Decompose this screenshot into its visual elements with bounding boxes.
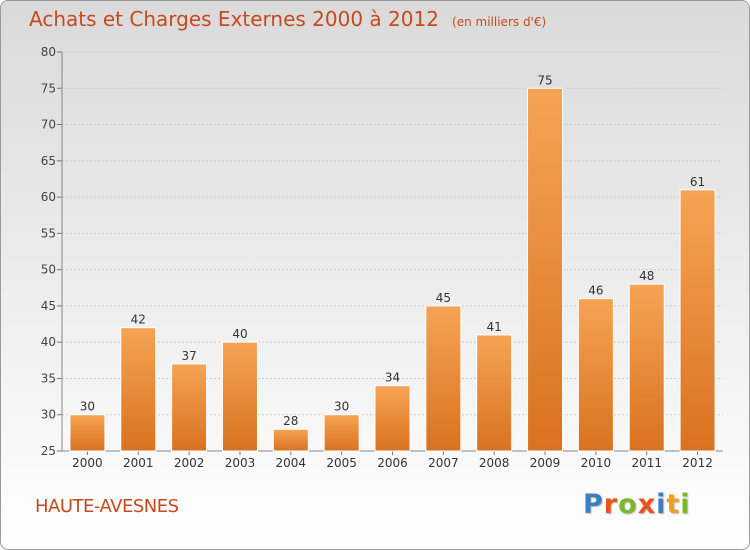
x-tick-label: 2002 <box>174 456 205 470</box>
bar <box>221 341 258 452</box>
logo-letter: t <box>666 489 681 520</box>
bars <box>69 87 716 452</box>
data-label: 34 <box>385 371 400 385</box>
y-tick-label: 30 <box>41 408 56 422</box>
bar <box>374 385 411 452</box>
bar <box>425 305 462 452</box>
bar <box>171 363 208 452</box>
data-label: 45 <box>436 291 451 305</box>
bar <box>69 414 106 452</box>
y-tick-label: 65 <box>41 154 56 168</box>
x-tick-label: 2006 <box>377 456 408 470</box>
data-label: 40 <box>232 327 247 341</box>
logo-letter: o <box>618 489 638 520</box>
y-tick-label: 40 <box>41 335 56 349</box>
data-label: 28 <box>283 414 298 428</box>
bar <box>476 334 513 452</box>
logo-letter: i <box>656 489 667 520</box>
bar <box>272 428 309 452</box>
x-tick-label: 2008 <box>479 456 510 470</box>
x-tick-label: 2009 <box>530 456 561 470</box>
y-tick-label: 75 <box>41 81 56 95</box>
data-label: 41 <box>487 320 502 334</box>
proxiti-logo[interactable]: Proxiti <box>583 489 691 520</box>
bar <box>679 189 716 452</box>
bar <box>577 298 614 452</box>
data-label: 30 <box>334 400 349 414</box>
x-tick-label: 2003 <box>225 456 256 470</box>
x-tick-label: 2000 <box>72 456 103 470</box>
data-label: 48 <box>639 269 654 283</box>
x-tick-label: 2010 <box>581 456 612 470</box>
location-name: HAUTE-AVESNES <box>35 496 179 517</box>
y-tick-label: 80 <box>41 45 56 59</box>
bar <box>527 87 564 452</box>
bar <box>323 414 360 452</box>
y-tick-label: 50 <box>41 263 56 277</box>
data-label: 37 <box>181 349 196 363</box>
logo-letter: i <box>680 489 691 520</box>
y-tick-label: 45 <box>41 299 56 313</box>
x-tick-label: 2001 <box>123 456 154 470</box>
logo-letter: x <box>637 489 657 520</box>
data-label: 42 <box>131 313 146 327</box>
data-label: 75 <box>537 73 552 87</box>
bar <box>120 327 157 452</box>
data-label: 46 <box>588 284 603 298</box>
x-tick-label: 2011 <box>631 456 662 470</box>
y-tick-label: 55 <box>41 226 56 240</box>
chart-unit-note: (en milliers d'€) <box>452 15 547 29</box>
logo-letter: r <box>603 489 619 520</box>
x-tick-label: 2005 <box>326 456 357 470</box>
y-tick-label: 25 <box>41 444 56 458</box>
y-tick-label: 60 <box>41 190 56 204</box>
data-labels: 30 42 37 40 28 30 34 45 41 75 46 48 61 <box>80 73 705 428</box>
data-label: 30 <box>80 400 95 414</box>
x-tick-label: 2007 <box>428 456 459 470</box>
y-tick-label: 70 <box>41 118 56 132</box>
x-tick-label: 2004 <box>276 456 307 470</box>
chart-title: Achats et Charges Externes 2000 à 2012 (… <box>29 7 546 31</box>
logo-letter: P <box>583 489 604 520</box>
x-tick-label: 2012 <box>682 456 713 470</box>
grid-lines <box>62 51 723 416</box>
data-label: 61 <box>690 175 705 189</box>
chart-title-text: Achats et Charges Externes 2000 à 2012 <box>29 7 439 31</box>
bar <box>628 283 665 452</box>
y-tick-label: 35 <box>41 371 56 385</box>
